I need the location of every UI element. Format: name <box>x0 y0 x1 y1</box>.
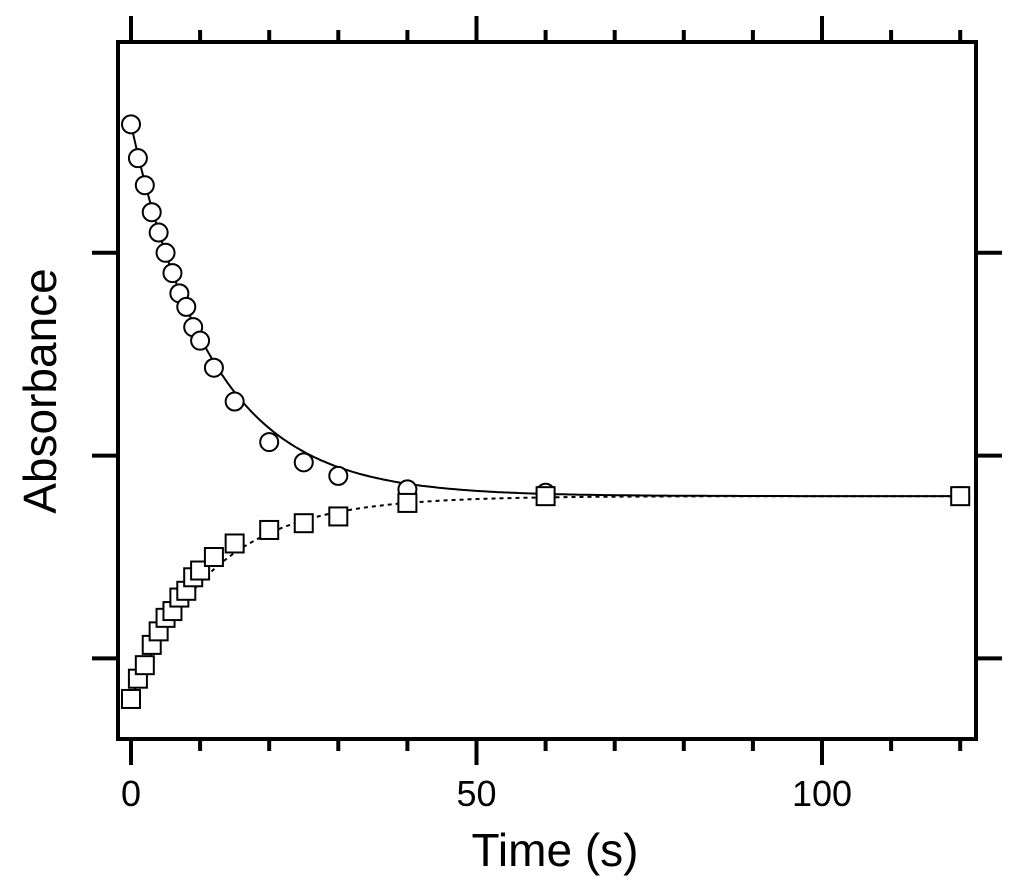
circle-data-point <box>190 330 211 351</box>
square-data-point <box>950 486 971 507</box>
square-data-point <box>121 688 141 709</box>
circle-data-point <box>134 175 155 196</box>
x-axis-label: Time (s) <box>472 824 639 876</box>
circle-data-point <box>176 296 197 317</box>
square-data-point <box>134 655 155 676</box>
data-markers <box>121 114 971 709</box>
fit-lines <box>130 124 961 700</box>
square-series-fit-line <box>130 495 961 700</box>
circle-data-point <box>203 357 224 378</box>
circle-data-point <box>148 222 169 243</box>
axis-ticks <box>92 16 1002 765</box>
square-data-point <box>328 506 349 527</box>
circle-data-point <box>259 432 280 453</box>
square-data-point <box>535 486 556 507</box>
x-tick-labels: 0 50 100 <box>121 773 852 814</box>
y-axis-label: Absorbance <box>14 268 66 514</box>
circle-data-point <box>293 452 314 473</box>
circle-data-point <box>155 242 176 263</box>
circle-data-point <box>127 148 148 169</box>
x-tick-label: 100 <box>792 773 852 814</box>
circle-data-point <box>121 114 141 135</box>
square-data-point <box>293 513 314 534</box>
circle-data-point <box>328 465 349 486</box>
plot-frame <box>116 40 978 741</box>
circle-data-point <box>162 263 183 284</box>
square-data-point <box>259 519 280 540</box>
square-data-point <box>397 492 418 513</box>
circle-data-point <box>141 202 162 223</box>
x-tick-label: 50 <box>456 773 496 814</box>
x-tick-label: 0 <box>121 773 141 814</box>
square-data-point <box>224 533 245 554</box>
circle-data-point <box>224 391 245 412</box>
square-data-point <box>203 547 224 567</box>
circle-series-fit-line <box>130 124 961 498</box>
